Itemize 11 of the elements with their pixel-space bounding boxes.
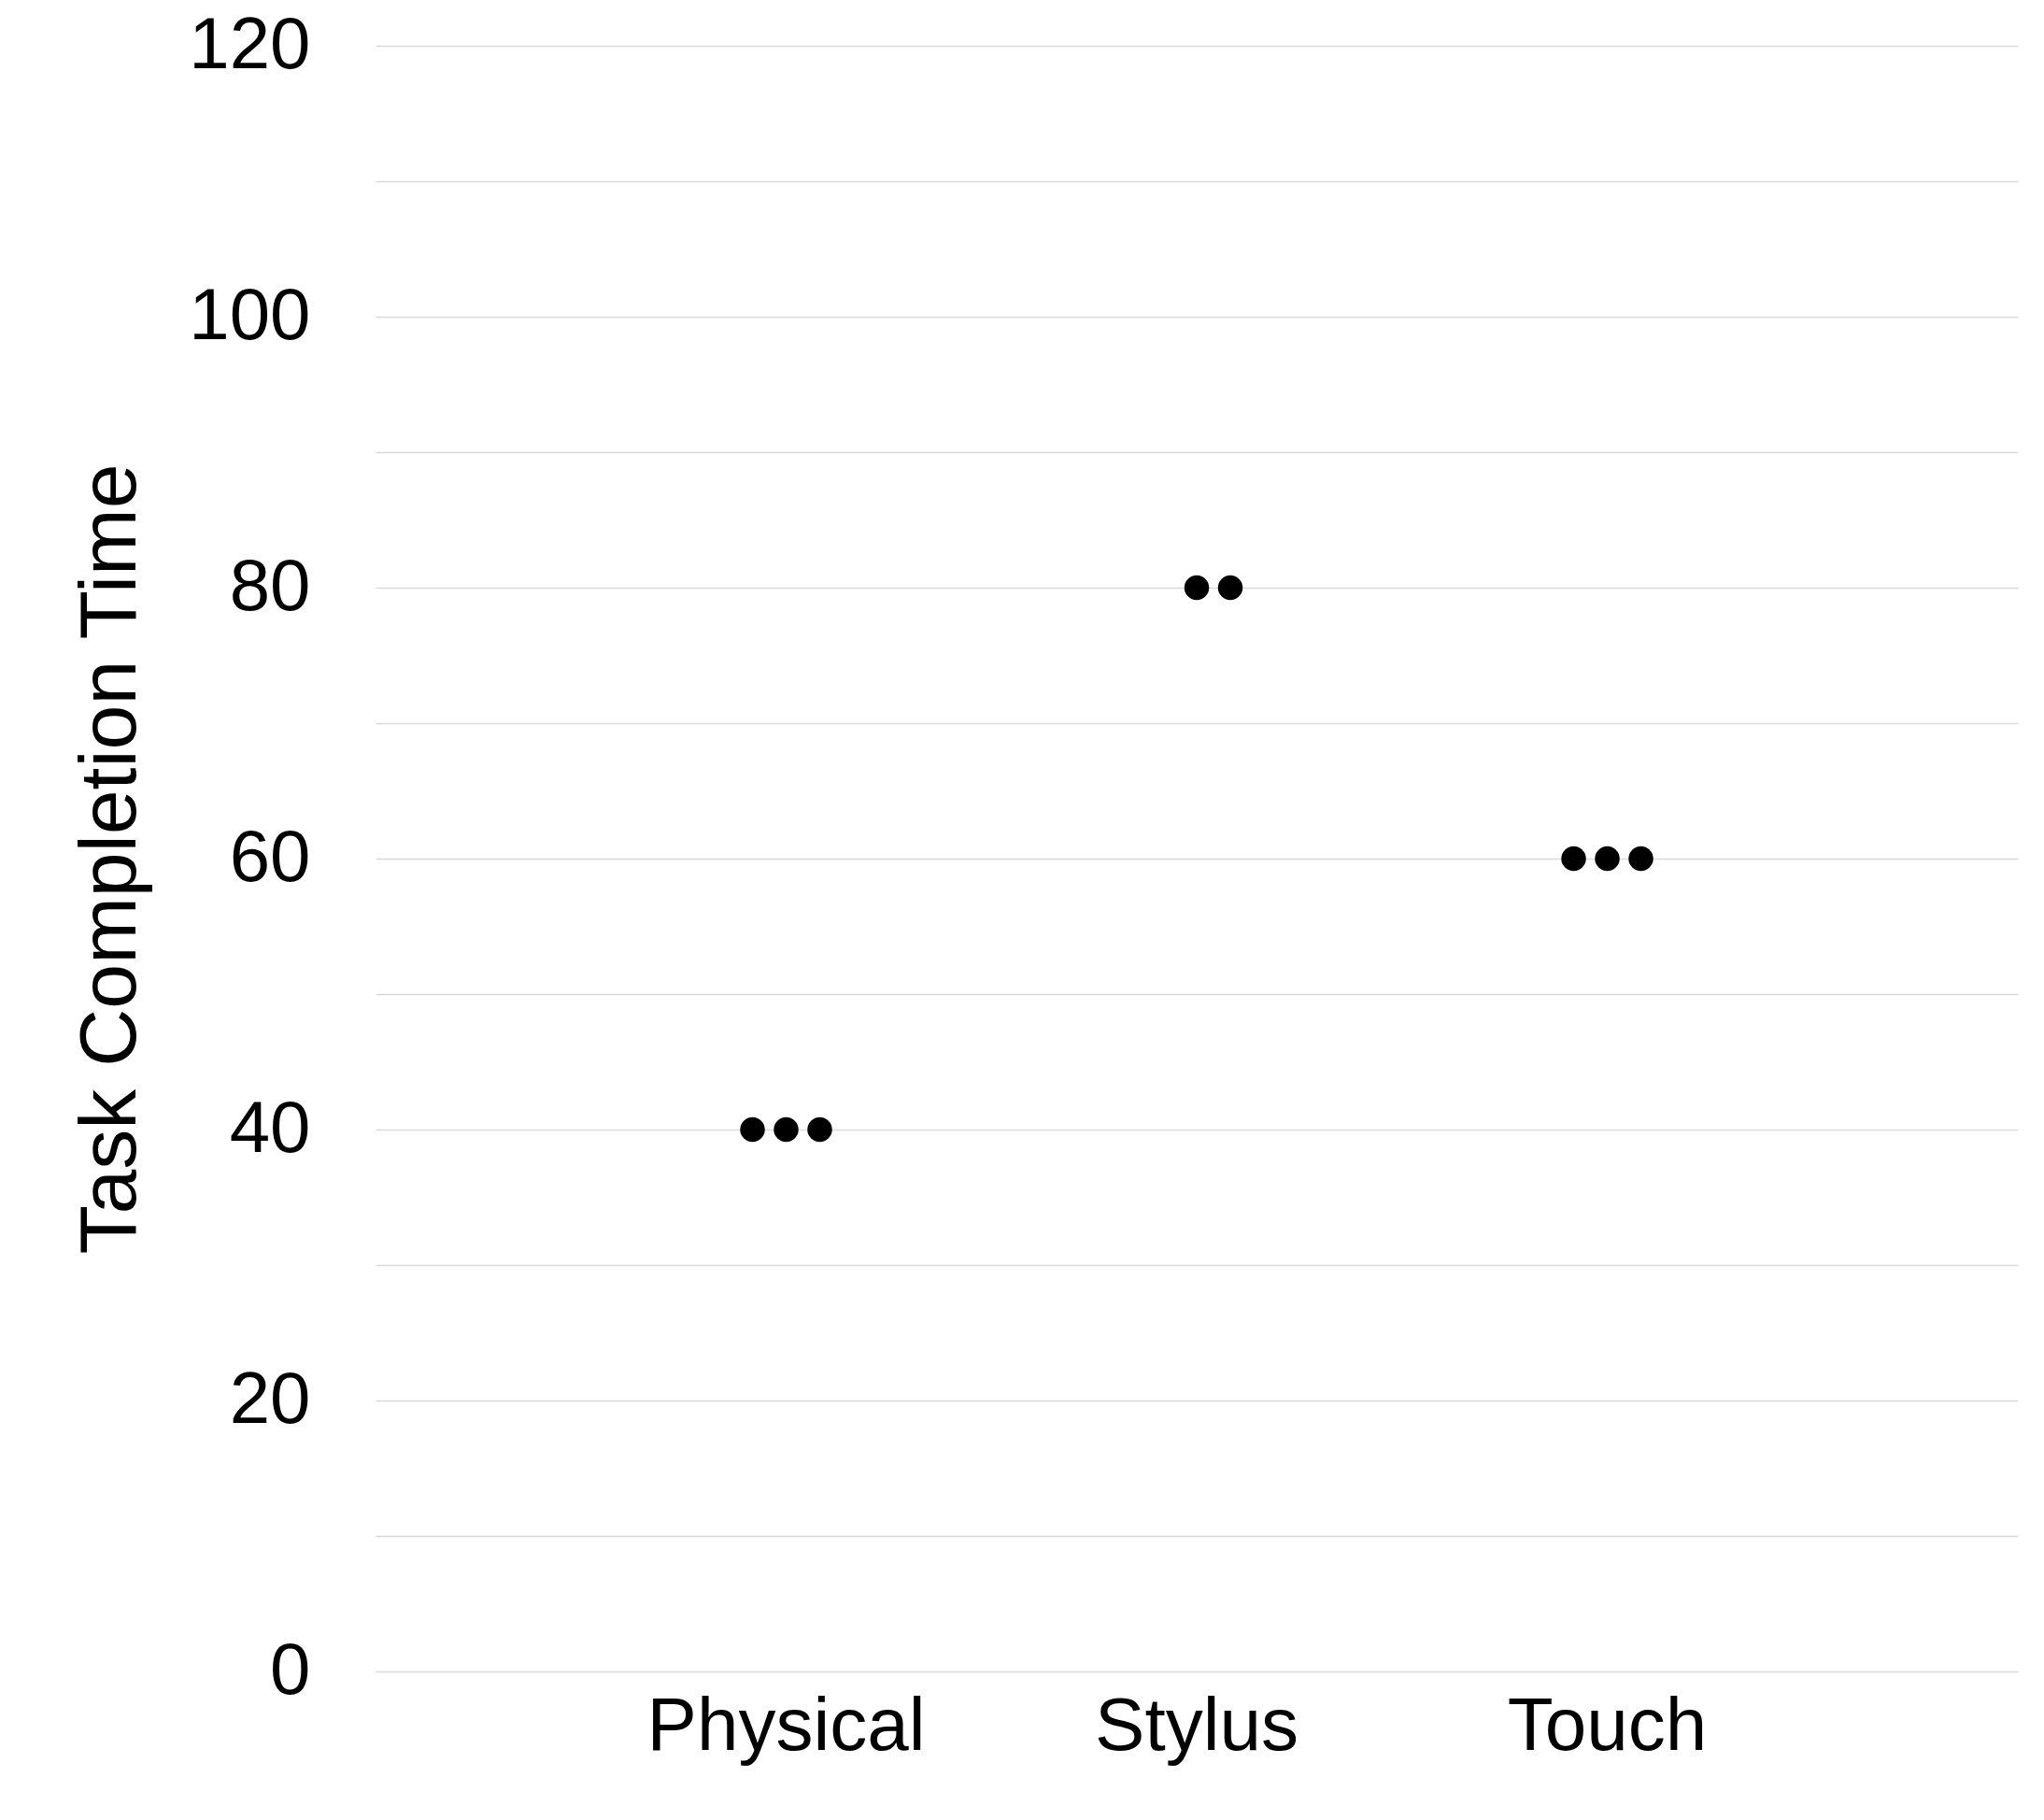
y-tick-label: 60: [229, 814, 311, 897]
y-tick-label: 100: [189, 272, 311, 355]
y-tick-label: 120: [189, 1, 311, 84]
x-tick-label: Stylus: [1095, 1682, 1299, 1766]
y-tick-label: 0: [270, 1627, 311, 1710]
x-tick-label: Physical: [646, 1682, 926, 1766]
y-tick-label: 20: [229, 1356, 311, 1439]
x-tick-label: Touch: [1507, 1682, 1708, 1766]
y-tick-label: 40: [229, 1085, 311, 1168]
y-tick-label: 80: [229, 543, 311, 626]
y-axis-title: Task Completion Time: [62, 463, 152, 1255]
